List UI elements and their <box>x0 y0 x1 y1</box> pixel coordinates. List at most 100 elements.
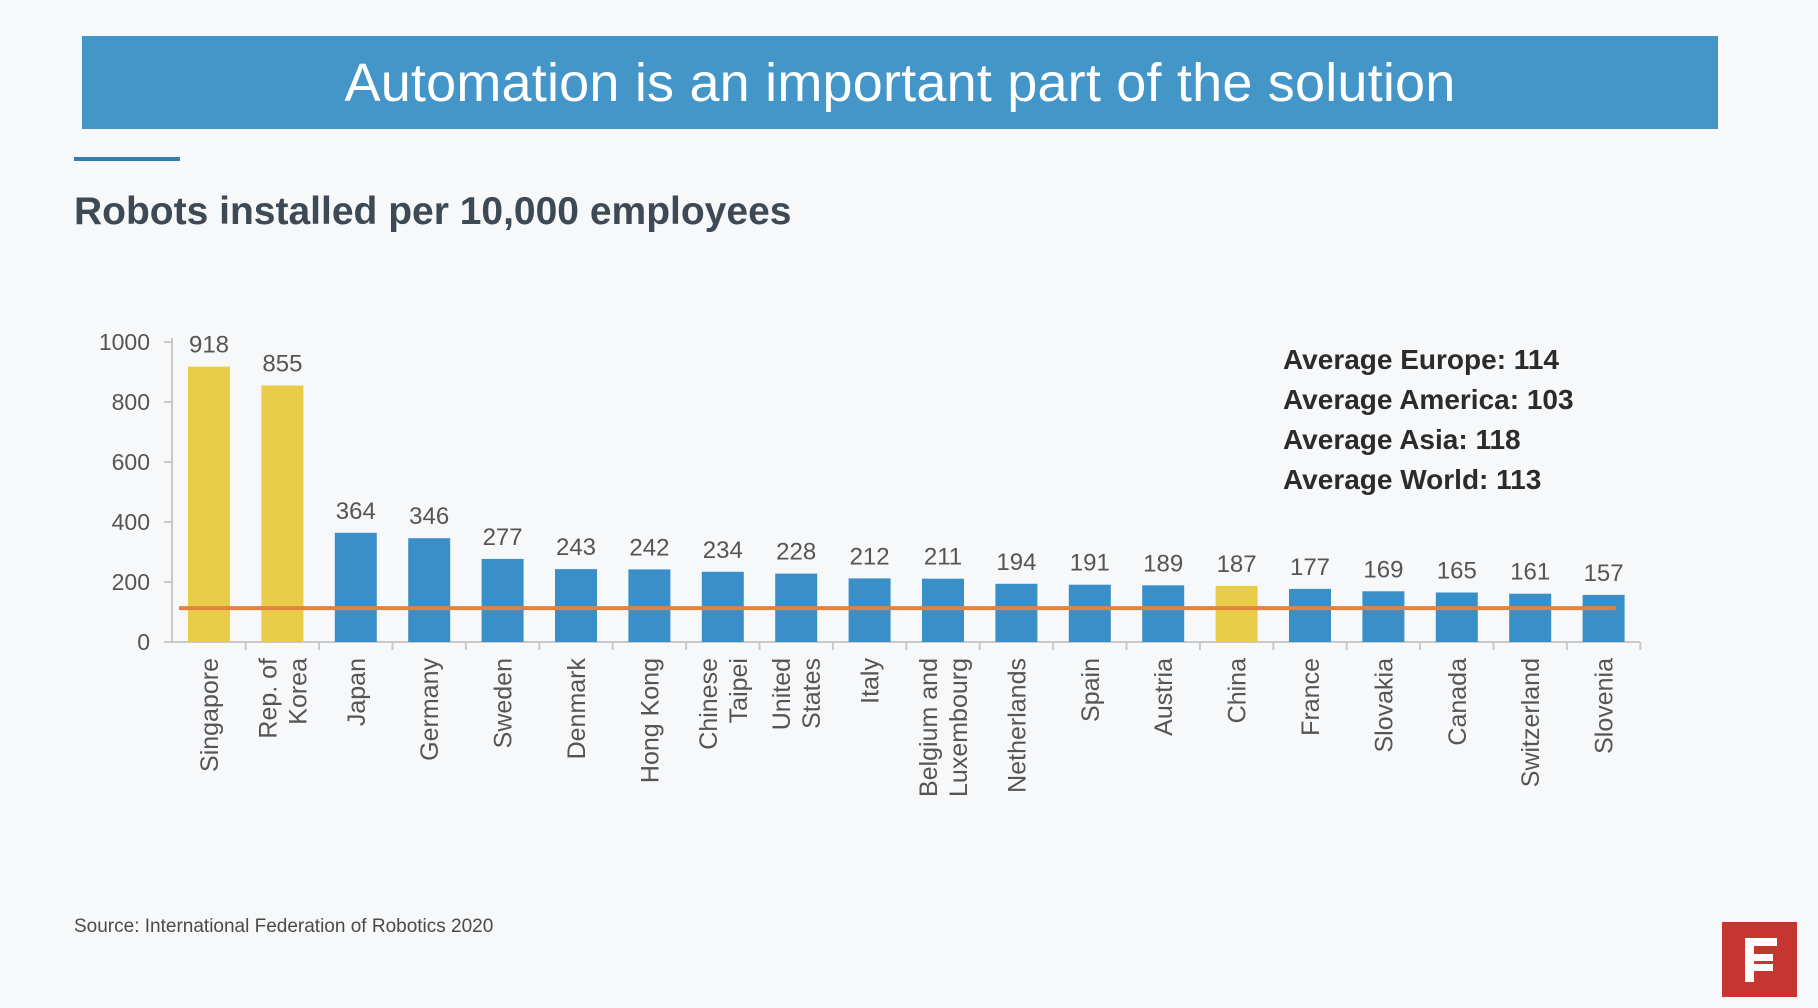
category-label: Slovenia <box>1591 658 1619 754</box>
category-label-line: Germany <box>416 658 444 761</box>
category-label-line: France <box>1297 658 1325 736</box>
category-label: Slovakia <box>1370 658 1398 753</box>
data-label: 346 <box>409 503 449 530</box>
category-label: Netherlands <box>1003 658 1031 793</box>
bar <box>1509 593 1552 642</box>
data-label: 194 <box>996 549 1036 576</box>
accent-rule <box>74 157 180 161</box>
bar <box>188 366 230 642</box>
y-tick-label: 800 <box>112 389 150 415</box>
data-label: 364 <box>336 498 376 525</box>
category-label: Hong Kong <box>636 658 664 783</box>
category-label-line: Japan <box>343 658 371 726</box>
data-label: 211 <box>924 544 962 571</box>
f-logo-icon <box>1744 937 1777 982</box>
data-label: 918 <box>189 332 229 359</box>
bar <box>1142 585 1185 642</box>
averages-box: Average Europe: 114 Average America: 103… <box>1283 340 1574 500</box>
category-label: China <box>1224 658 1252 723</box>
category-label-line: Belgium and <box>915 658 943 797</box>
bar <box>848 578 891 642</box>
bar <box>1582 594 1625 642</box>
data-label: 169 <box>1363 556 1403 583</box>
data-label: 187 <box>1217 551 1257 578</box>
category-label: Germany <box>416 658 444 761</box>
bar <box>481 558 524 642</box>
data-label: 177 <box>1290 554 1330 581</box>
category-label-line: Chinese <box>695 658 723 750</box>
category-label: Italy <box>857 658 885 704</box>
y-tick-label: 400 <box>112 509 150 535</box>
data-label: 165 <box>1437 558 1477 585</box>
data-label: 161 <box>1510 559 1550 586</box>
data-label: 157 <box>1584 560 1624 587</box>
y-tick-label: 0 <box>137 629 150 655</box>
data-label: 242 <box>629 534 669 561</box>
category-label: Singapore <box>196 658 224 772</box>
category-label-line: China <box>1224 658 1252 723</box>
category-label-line: States <box>798 658 826 729</box>
category-label-line: Luxembourg <box>945 658 973 797</box>
chart-subtitle: Robots installed per 10,000 employees <box>74 190 792 233</box>
category-label-line: Korea <box>284 658 312 725</box>
bar <box>1215 585 1258 642</box>
average-america: Average America: 103 <box>1283 384 1574 415</box>
bar <box>1289 588 1331 642</box>
category-label-line: Hong Kong <box>636 658 664 783</box>
page-title: Automation is an important part of the s… <box>344 52 1456 113</box>
bar <box>995 583 1038 642</box>
category-label: Denmark <box>563 658 591 760</box>
bar <box>334 532 377 642</box>
category-label-line: Austria <box>1150 658 1178 736</box>
source-note: Source: International Federation of Robo… <box>74 916 494 937</box>
average-asia: Average Asia: 118 <box>1283 424 1521 455</box>
category-label-line: Denmark <box>563 658 591 760</box>
data-label: 228 <box>776 539 816 566</box>
y-tick-label: 600 <box>112 449 150 475</box>
category-label: Chinese Taipei <box>695 658 753 750</box>
category-label-line: Sweden <box>490 658 518 748</box>
category-label: Canada <box>1444 658 1472 746</box>
bar <box>555 569 597 642</box>
data-label: 212 <box>850 543 890 570</box>
category-label: Rep. of Korea <box>254 658 312 739</box>
category-label: United States <box>768 658 826 730</box>
data-label: 855 <box>262 351 302 378</box>
y-tick-label: 200 <box>112 569 150 595</box>
category-label: Japan <box>343 658 371 726</box>
category-label: Sweden <box>490 658 518 748</box>
y-tick-label: 1000 <box>99 329 150 355</box>
bar <box>261 385 304 642</box>
category-label-line: Switzerland <box>1517 658 1545 787</box>
logo <box>1722 922 1797 997</box>
data-label: 277 <box>483 524 523 551</box>
category-label-line: Slovakia <box>1370 658 1398 753</box>
category-label-line: Taipei <box>725 658 753 723</box>
average-europe: Average Europe: 114 <box>1283 344 1559 375</box>
data-label: 234 <box>703 537 743 564</box>
bar <box>1068 584 1111 642</box>
bar <box>1435 592 1478 642</box>
category-label-line: Netherlands <box>1003 658 1031 793</box>
bar <box>1362 591 1405 642</box>
category-label: France <box>1297 658 1325 736</box>
category-label: Switzerland <box>1517 658 1545 787</box>
category-label: Belgium and Luxembourg <box>915 658 973 797</box>
category-label-line: Rep. of <box>254 658 282 739</box>
category-label-line: Canada <box>1444 658 1472 746</box>
category-label: Spain <box>1077 658 1105 722</box>
bar <box>628 569 671 642</box>
bar <box>408 538 451 642</box>
data-label: 243 <box>556 534 596 561</box>
category-label-line: Spain <box>1077 658 1105 722</box>
bar <box>922 578 964 642</box>
category-label-line: Italy <box>857 658 885 704</box>
title-banner: Automation is an important part of the s… <box>82 36 1718 129</box>
category-label: Austria <box>1150 658 1178 736</box>
category-label-line: Singapore <box>196 658 224 772</box>
category-label-line: Slovenia <box>1591 658 1619 754</box>
average-world: Average World: 113 <box>1283 464 1542 495</box>
category-label-line: United <box>768 658 796 730</box>
data-label: 189 <box>1143 550 1183 577</box>
